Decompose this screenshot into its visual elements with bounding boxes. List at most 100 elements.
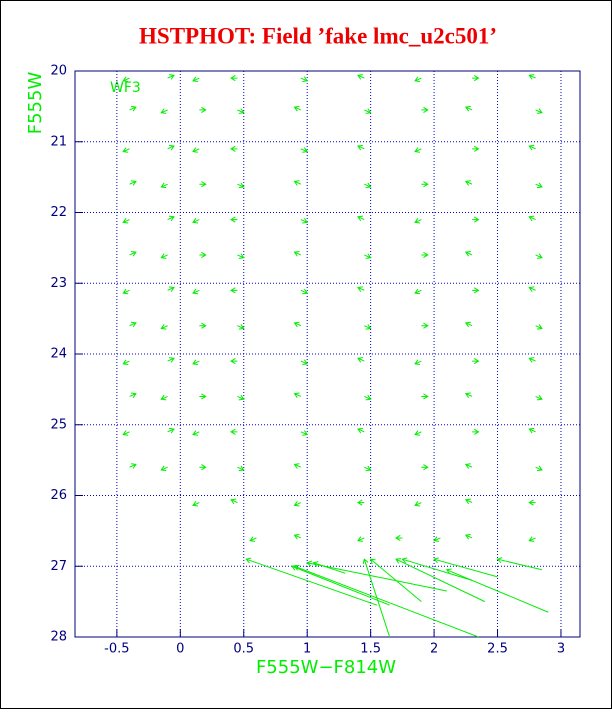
arrow [122, 147, 130, 153]
arrow [199, 393, 207, 400]
arrow [528, 74, 536, 80]
arrow [300, 217, 309, 224]
arrow [414, 359, 422, 366]
arrow [364, 108, 372, 114]
y-tick-label: 28 [50, 630, 67, 645]
arrow [167, 144, 175, 151]
arrow [192, 500, 200, 507]
arrow [167, 286, 175, 292]
arrow [464, 105, 473, 112]
arrow [245, 557, 378, 606]
arrow [312, 561, 346, 574]
arrow [535, 394, 543, 401]
arrow [160, 108, 168, 114]
x-tick-label: 2.5 [487, 642, 508, 657]
arrow [122, 217, 130, 224]
arrow [300, 288, 309, 295]
arrow [472, 358, 480, 365]
arrow [300, 359, 309, 366]
arrow [129, 321, 137, 328]
y-tick-label: 26 [50, 488, 67, 503]
arrow [528, 286, 536, 292]
arrow [237, 394, 245, 401]
y-tick-label: 20 [50, 64, 67, 79]
arrow [192, 359, 200, 366]
arrow [433, 557, 498, 578]
arrow [535, 324, 543, 330]
arrow [293, 180, 302, 186]
arrow [472, 75, 480, 82]
arrow [445, 568, 549, 613]
arrow [414, 430, 422, 436]
arrow [357, 144, 365, 151]
arrow [167, 74, 175, 80]
arrow [199, 106, 207, 113]
arrow [496, 557, 543, 571]
arrow [357, 536, 365, 542]
arrow [237, 108, 245, 114]
y-tick-label: 24 [50, 347, 67, 362]
arrow [122, 430, 130, 436]
x-tick-label: 1 [303, 642, 311, 657]
arrow [230, 75, 238, 82]
arrow [160, 324, 168, 330]
x-tick-label: -0.5 [104, 642, 129, 657]
arrow [414, 288, 422, 295]
annotation: WF3 [110, 80, 141, 96]
arrow [192, 217, 200, 224]
arrow [237, 465, 245, 472]
arrow [160, 394, 168, 401]
arrow [192, 76, 200, 83]
y-tick-label: 25 [50, 417, 67, 432]
x-tick-label: 3 [557, 642, 565, 657]
arrow [293, 533, 302, 540]
arrow [122, 288, 130, 295]
x-axis-label: F555W−F814W [256, 657, 396, 678]
arrow [192, 288, 200, 295]
arrow [129, 392, 137, 399]
arrow [357, 286, 365, 292]
arrow [464, 250, 473, 257]
arrow [535, 253, 543, 259]
arrow [237, 324, 245, 330]
arrow [192, 430, 200, 436]
arrow [414, 147, 422, 153]
arrow [528, 499, 536, 506]
arrow [464, 463, 473, 469]
arrow [300, 76, 309, 83]
arrow [356, 499, 365, 506]
arrow [421, 106, 429, 113]
arrow [414, 217, 422, 224]
arrow [364, 253, 372, 259]
arrow [535, 465, 543, 472]
arrow [199, 251, 207, 258]
arrow [230, 145, 238, 152]
arrow [395, 558, 486, 603]
arrow [237, 253, 245, 259]
plot-frame [74, 70, 581, 638]
arrow [300, 147, 309, 153]
x-tick-label: 1.5 [360, 642, 381, 657]
arrow [464, 498, 473, 505]
arrow [357, 357, 365, 363]
arrow [167, 357, 175, 363]
chart-title: HSTPHOT: Field ’fake lmc_u2c501’ [139, 23, 497, 48]
arrow [129, 180, 137, 186]
x-tick-label: 2 [430, 642, 438, 657]
arrow [230, 358, 238, 365]
arrow [293, 463, 302, 469]
arrow [421, 251, 429, 258]
arrow [535, 182, 543, 189]
arrow [364, 465, 372, 472]
arrow [395, 534, 403, 541]
y-axis-label: F555W [25, 72, 46, 135]
arrow [293, 392, 302, 399]
arrow [167, 215, 175, 222]
arrow [421, 393, 429, 400]
arrow [364, 394, 372, 401]
arrow [528, 357, 536, 363]
arrow [357, 427, 365, 434]
arrow [199, 464, 207, 471]
arrow [357, 215, 365, 222]
